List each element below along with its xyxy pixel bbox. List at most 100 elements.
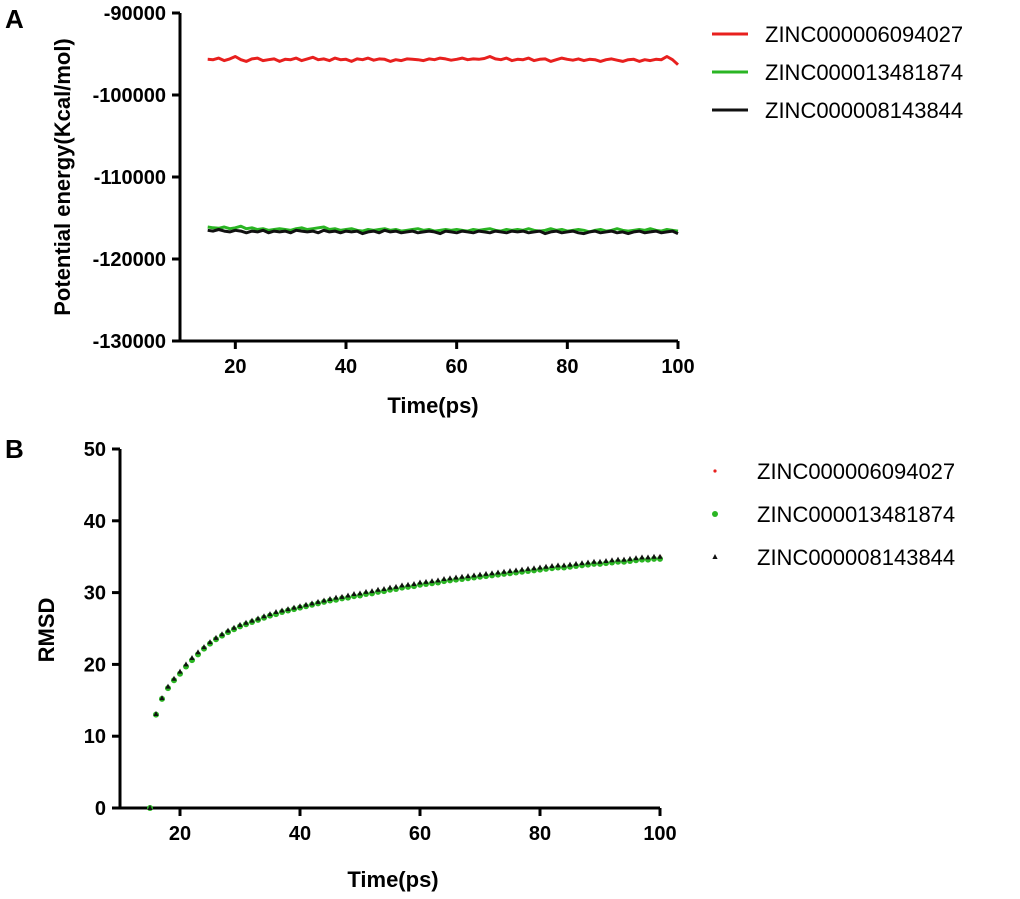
chart-a-y-tick-label: -100000 [93, 85, 166, 107]
legend-swatch [713, 469, 717, 473]
chart-b-x-tick-label: 100 [643, 823, 676, 845]
data-point [381, 586, 387, 592]
data-point [537, 564, 543, 570]
data-point [405, 581, 411, 587]
data-point [303, 601, 309, 607]
chart-a-series-ZINC000013481874 [207, 224, 679, 234]
data-point [183, 661, 189, 667]
data-point [573, 560, 579, 566]
data-point [147, 805, 153, 810]
chart-b: 20 40 60 80 100 0 10 20 30 40 50 Time(ps) RMSD ZI… [34, 439, 955, 892]
data-point [369, 588, 375, 594]
legend-swatch [712, 511, 718, 517]
chart-b-series-ZINC000006094027 [148, 555, 662, 810]
data-point [219, 631, 225, 637]
data-point [177, 668, 183, 674]
legend-item: ZINC000008143844 [712, 98, 963, 123]
chart-a-x-tick-label: 40 [335, 356, 357, 378]
chart-a-series [207, 55, 680, 236]
legend-label: ZINC000006094027 [765, 22, 963, 47]
chart-b-x-tick-label: 40 [289, 823, 311, 845]
chart-a-x-axis: 20 40 60 80 100 [180, 339, 695, 378]
data-point [531, 565, 537, 571]
data-point [651, 553, 657, 559]
data-point [291, 604, 297, 610]
data-point [159, 695, 165, 701]
legend-label: ZINC000013481874 [765, 60, 963, 85]
chart-a-series-ZINC000006094027 [207, 55, 680, 66]
data-point [483, 570, 489, 576]
data-point [615, 556, 621, 562]
legend-label: ZINC000013481874 [757, 502, 955, 527]
panel-a-letter: A [5, 4, 24, 34]
data-point [621, 556, 627, 562]
data-point [171, 675, 177, 681]
chart-b-legend: ZINC000006094027 ZINC000013481874 ZINC0000… [712, 459, 955, 570]
data-point [297, 603, 303, 609]
data-point [471, 572, 477, 578]
chart-a-x-tick-label: 60 [446, 356, 468, 378]
data-point [351, 591, 357, 597]
data-point [417, 579, 423, 585]
data-point [375, 586, 381, 592]
legend-label: ZINC000008143844 [757, 545, 955, 570]
chart-a-x-tick-label: 80 [556, 356, 578, 378]
data-point [447, 575, 453, 581]
data-point [165, 683, 171, 689]
chart-a-y-tick-label: -90000 [104, 3, 166, 25]
data-point [591, 558, 597, 564]
chart-b-x-axis: 20 40 60 80 100 [120, 806, 677, 845]
chart-a-legend: ZINC000006094027 ZINC000013481874 ZINC0000… [712, 22, 963, 123]
legend-label: ZINC000008143844 [765, 98, 963, 123]
data-point [357, 590, 363, 596]
series-line [207, 228, 679, 236]
data-point [339, 593, 345, 599]
data-point [201, 644, 207, 650]
data-point [441, 575, 447, 581]
legend-item: ZINC000013481874 [712, 60, 963, 85]
chart-b-y-tick-label: 0 [95, 798, 106, 820]
data-point [267, 611, 273, 617]
data-point [273, 608, 279, 614]
chart-a-y-axis: -130000 -120000 -110000 -100000 -90000 [93, 3, 182, 353]
data-point [549, 563, 555, 569]
data-point [585, 559, 591, 565]
data-point [519, 566, 525, 572]
chart-b-y-tick-label: 50 [84, 439, 106, 461]
chart-a-x-tick-label: 20 [224, 356, 246, 378]
chart-a-series-ZINC000008143844 [207, 228, 679, 236]
data-point [315, 598, 321, 604]
chart-b-y-tick-label: 20 [84, 654, 106, 676]
chart-b-x-axis-title: Time(ps) [347, 867, 438, 892]
data-point [231, 624, 237, 630]
data-point [597, 558, 603, 564]
data-point [543, 563, 549, 569]
data-point [657, 553, 663, 559]
data-point [513, 567, 519, 573]
data-point [321, 597, 327, 603]
legend-swatch [712, 554, 718, 559]
chart-b-series-ZINC000013481874 [147, 555, 663, 811]
legend-label: ZINC000006094027 [757, 459, 955, 484]
chart-a-x-axis-title: Time(ps) [387, 393, 478, 418]
data-point [189, 654, 195, 660]
data-point [387, 584, 393, 590]
data-point [261, 613, 267, 619]
data-point [207, 639, 213, 645]
data-point [627, 555, 633, 561]
data-point [249, 617, 255, 623]
data-point [567, 561, 573, 567]
data-point [639, 554, 645, 560]
chart-b-x-tick-label: 80 [529, 823, 551, 845]
data-point [327, 596, 333, 602]
data-point [411, 580, 417, 586]
data-point [489, 570, 495, 576]
data-point [393, 583, 399, 589]
legend-item: ZINC000006094027 [712, 22, 963, 47]
chart-b-x-tick-label: 60 [409, 823, 431, 845]
data-point [561, 562, 567, 568]
data-point [195, 649, 201, 655]
data-point [429, 578, 435, 584]
data-point [609, 557, 615, 563]
